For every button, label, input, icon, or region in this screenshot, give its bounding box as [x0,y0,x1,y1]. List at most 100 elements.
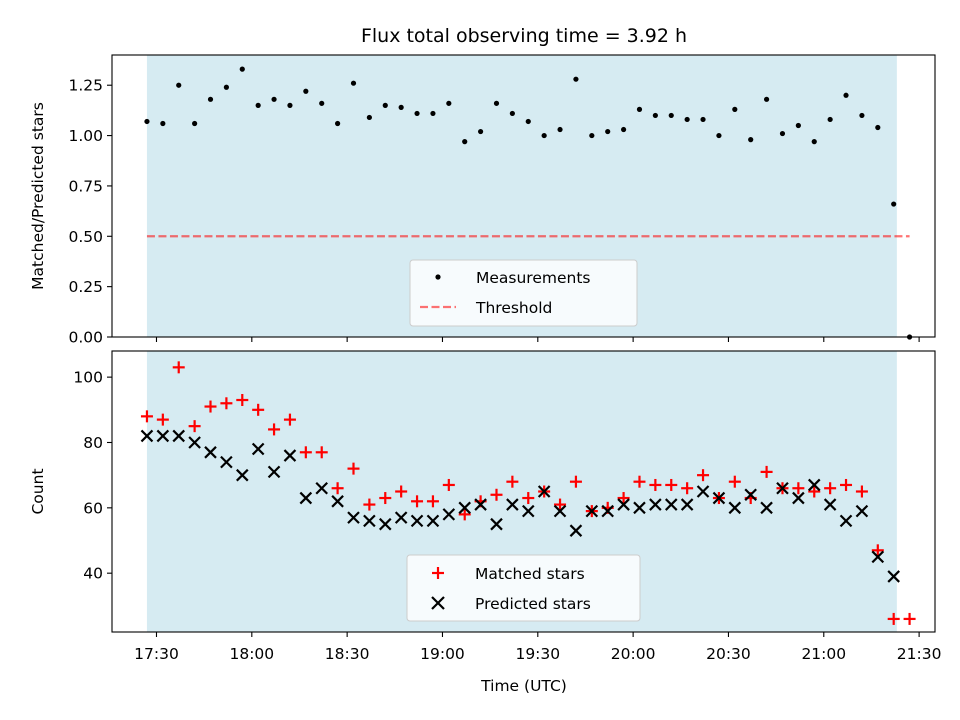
predicted-legend-label: Predicted stars [475,595,591,613]
predicted-star-point [188,436,201,449]
predicted-star-point [331,495,344,508]
bottom-y-ticks: 40 60 80 100 [73,369,112,583]
measurement-point [382,102,388,108]
matched-star-point [855,485,868,498]
matched-star-point [665,478,678,491]
predicted-star-point [823,498,837,511]
predicted-star-point [585,504,599,518]
top-y-tick-label: 1.00 [68,127,103,145]
predicted-star-point [649,498,662,511]
predicted-star-point [267,465,281,479]
bottom-axes-frame [111,350,936,633]
predicted-star-point [204,446,217,459]
matched-star-point [681,482,694,495]
matched-star-point [442,478,455,491]
x-tick-label: 20:00 [611,645,656,663]
matched-star-point [204,400,217,413]
x-tick-label: 21:00 [801,645,846,663]
predicted-star-point [299,491,313,505]
predicted-star-point [871,550,885,564]
matched-star-point [824,482,837,495]
matched-star-point [299,446,312,459]
measurement-point [716,132,722,139]
measurement-point [620,126,627,133]
predicted-star-point [156,429,170,443]
measurement-point [192,120,198,127]
predicted-star-point [839,514,853,528]
predicted-star-point [394,511,408,524]
x-tick-label: 18:00 [229,645,274,663]
measurement-point [811,139,817,145]
bottom-y-tick-label: 100 [73,369,103,387]
matched-star-point [379,492,392,505]
measurement-point [414,110,420,117]
matched-star-point [283,413,296,426]
matched-star-point [522,492,535,505]
measurement-point [493,100,500,106]
measurement-point [398,104,404,110]
bottom-y-tick-label: 60 [83,499,103,517]
top-axes-frame [111,54,936,338]
bottom-y-tick-label: 40 [83,565,103,583]
matched-star-point [331,482,344,495]
matched-star-point [903,612,916,625]
predicted-star-point [776,481,789,495]
measurement-point [255,102,261,108]
predicted-star-point [696,485,710,498]
predicted-star-point [680,498,694,511]
matched-star-point [633,475,646,488]
measurement-point [732,106,738,112]
predicted-star-point [315,481,328,495]
measurement-point [319,100,325,106]
measurement-point [160,120,166,127]
measurement-point [176,82,182,88]
matched-legend-label: Matched stars [475,565,585,583]
matched-star-point [252,403,265,416]
matched-star-point [172,361,185,374]
matched-star-point [871,544,884,557]
measurement-point [446,100,452,106]
predicted-star-point [140,429,154,443]
bottom-legend: Matched stars Predicted stars [406,554,641,622]
predicted-star-point [712,491,726,505]
measurement-point [462,139,468,145]
measurements-legend-label: Measurements [476,269,591,287]
predicted-star-point [728,501,742,515]
measurement-point [366,114,372,121]
matched-legend-marker [432,567,444,579]
measurement-point [207,96,214,102]
measurement-point [795,122,801,129]
measurement-points [144,66,913,340]
measurement-point [859,112,865,119]
predicted-star-point [283,449,297,462]
measurement-point [573,76,579,82]
predicted-star-point [569,524,583,537]
x-tick-label: 19:00 [420,645,465,663]
predicted-star-point [442,508,456,521]
matched-star-point [315,446,328,459]
matched-star-point [363,498,376,511]
measurement-point [287,102,293,108]
measurement-point [748,137,754,143]
measurement-point [144,118,150,125]
measurement-point [303,88,309,94]
predicted-star-point [410,514,424,528]
bottom-y-axis-label: Count [29,468,47,514]
predicted-star-point [521,504,535,518]
matched-star-point [808,485,821,498]
predicted-star-point [426,514,440,528]
measurement-point [541,132,547,139]
matched-star-point [697,469,710,482]
predicted-star-point [490,517,503,531]
bottom-x-ticks: 17:30 18:00 18:30 19:00 19:30 20:00 20:30 21:00… [134,632,941,663]
predicted-star-point [220,455,233,469]
top-panel: 0.00 0.25 0.50 0.75 1.00 1.25 Matched/Predict… [29,54,936,347]
measurement-point [239,66,245,72]
predicted-star-point [458,501,471,515]
measurement-point [827,116,833,123]
measurement-point [271,96,277,102]
x-tick-label: 19:30 [515,645,560,663]
top-y-tick-label: 0.75 [68,177,103,195]
measurement-point [652,112,658,119]
